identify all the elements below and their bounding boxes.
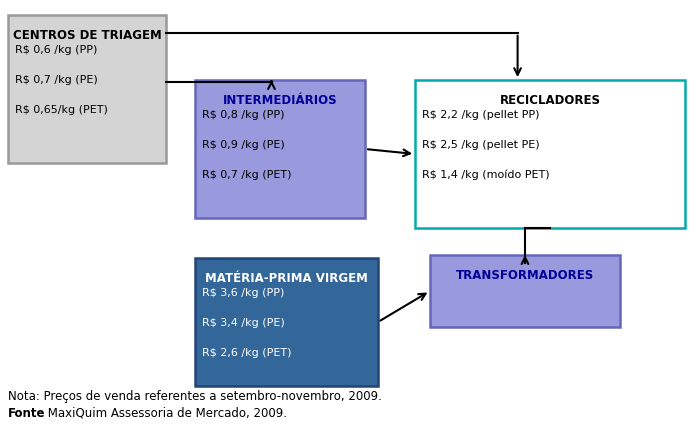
Bar [415, 80, 685, 228]
Text: R$ 2,5 /kg (pellet PE): R$ 2,5 /kg (pellet PE) [422, 140, 540, 150]
Bar [8, 15, 166, 163]
Text: INTERMEDIÁRIOS: INTERMEDIÁRIOS [223, 94, 337, 107]
Bar [430, 255, 620, 327]
Bar [195, 80, 365, 218]
Text: MATÉRIA-PRIMA VIRGEM: MATÉRIA-PRIMA VIRGEM [205, 272, 368, 285]
Text: R$ 2,2 /kg (pellet PP): R$ 2,2 /kg (pellet PP) [422, 110, 540, 120]
Bar [195, 258, 378, 386]
Text: Nota: Preços de venda referentes a setembro-novembro, 2009.: Nota: Preços de venda referentes a setem… [8, 390, 382, 403]
Text: R$ 0,7 /kg (PET): R$ 0,7 /kg (PET) [202, 170, 291, 180]
Text: R$ 0,65/kg (PET): R$ 0,65/kg (PET) [15, 105, 108, 115]
Text: R$ 0,9 /kg (PE): R$ 0,9 /kg (PE) [202, 140, 285, 150]
Text: R$ 1,4 /kg (moído PET): R$ 1,4 /kg (moído PET) [422, 170, 550, 181]
Text: CENTROS DE TRIAGEM: CENTROS DE TRIAGEM [13, 29, 162, 42]
Text: R$ 3,6 /kg (PP): R$ 3,6 /kg (PP) [202, 288, 284, 298]
Text: TRANSFORMADORES: TRANSFORMADORES [456, 269, 594, 282]
Text: R$ 0,8 /kg (PP): R$ 0,8 /kg (PP) [202, 110, 284, 120]
Text: Fonte: Fonte [8, 407, 46, 420]
Text: RECICLADORES: RECICLADORES [500, 94, 601, 107]
Text: R$ 0,6 /kg (PP): R$ 0,6 /kg (PP) [15, 45, 97, 55]
Text: R$ 0,7 /kg (PE): R$ 0,7 /kg (PE) [15, 75, 98, 85]
Text: : MaxiQuim Assessoria de Mercado, 2009.: : MaxiQuim Assessoria de Mercado, 2009. [40, 407, 287, 420]
Text: R$ 3,4 /kg (PE): R$ 3,4 /kg (PE) [202, 318, 285, 328]
Text: R$ 2,6 /kg (PET): R$ 2,6 /kg (PET) [202, 348, 291, 358]
